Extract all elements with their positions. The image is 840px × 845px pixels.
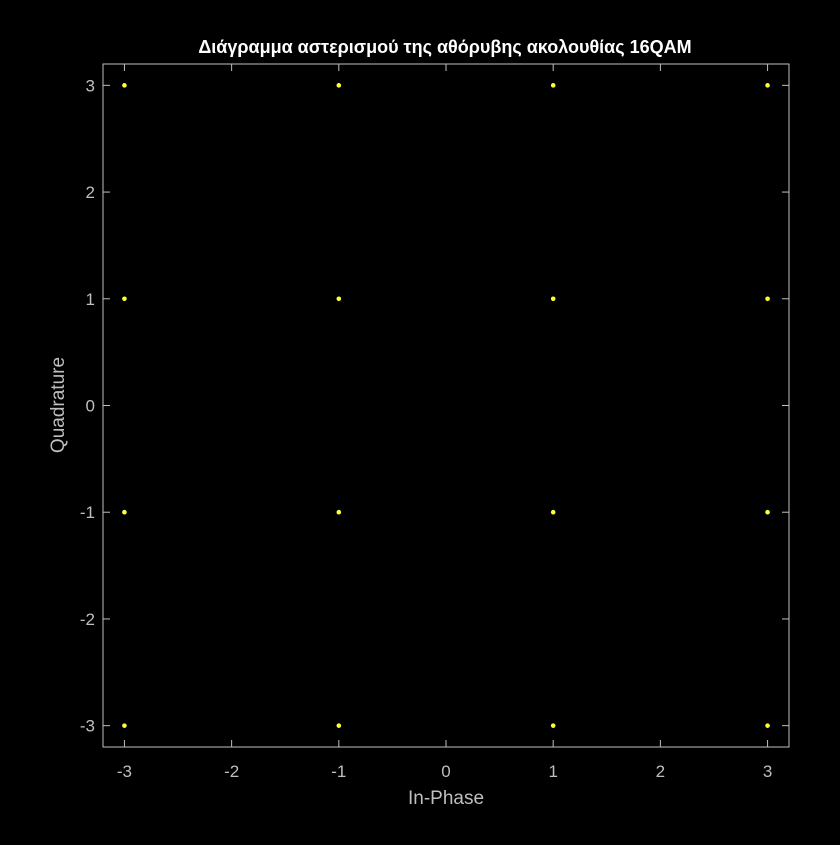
constellation-point — [336, 296, 342, 302]
x-tick-label: 0 — [441, 762, 450, 781]
constellation-point — [122, 296, 127, 302]
constellation-point — [122, 509, 127, 515]
x-axis-label: In-Phase — [408, 788, 484, 809]
constellation-point — [765, 83, 770, 88]
constellation-point — [550, 83, 556, 88]
x-tick-label: 3 — [763, 762, 772, 781]
constellation-point — [122, 83, 127, 88]
constellation-point — [765, 509, 770, 515]
x-tick-label: -3 — [117, 762, 132, 781]
x-tick-label: -1 — [331, 762, 346, 781]
y-tick-label: -3 — [80, 717, 95, 736]
constellation-point — [336, 83, 342, 88]
constellation-point — [336, 723, 342, 728]
y-tick-label: 3 — [86, 76, 95, 95]
constellation-point — [336, 509, 342, 515]
constellation-point — [550, 723, 556, 728]
x-tick-label: 1 — [548, 762, 557, 781]
constellation-point — [765, 296, 770, 302]
y-tick-label: 0 — [86, 397, 95, 416]
x-tick-label: -2 — [224, 762, 239, 781]
x-tick-label: 2 — [656, 762, 665, 781]
y-axis: -3 -2 -1 0 1 2 3 — [80, 76, 789, 736]
chart-title: Διάγραμμα αστερισμού της αθόρυβης ακολου… — [198, 37, 691, 57]
constellation-point — [550, 509, 556, 515]
y-tick-label: -1 — [80, 503, 95, 522]
y-tick-label: 2 — [86, 183, 95, 202]
data-points — [122, 83, 770, 728]
constellation-point — [765, 723, 770, 728]
y-axis-label: Quadrature — [48, 357, 69, 453]
y-tick-label: -2 — [80, 610, 95, 629]
x-axis: -3 -2 -1 0 1 2 3 — [117, 64, 772, 781]
y-tick-label: 1 — [86, 290, 95, 309]
constellation-point — [550, 296, 556, 302]
constellation-point — [122, 723, 127, 728]
